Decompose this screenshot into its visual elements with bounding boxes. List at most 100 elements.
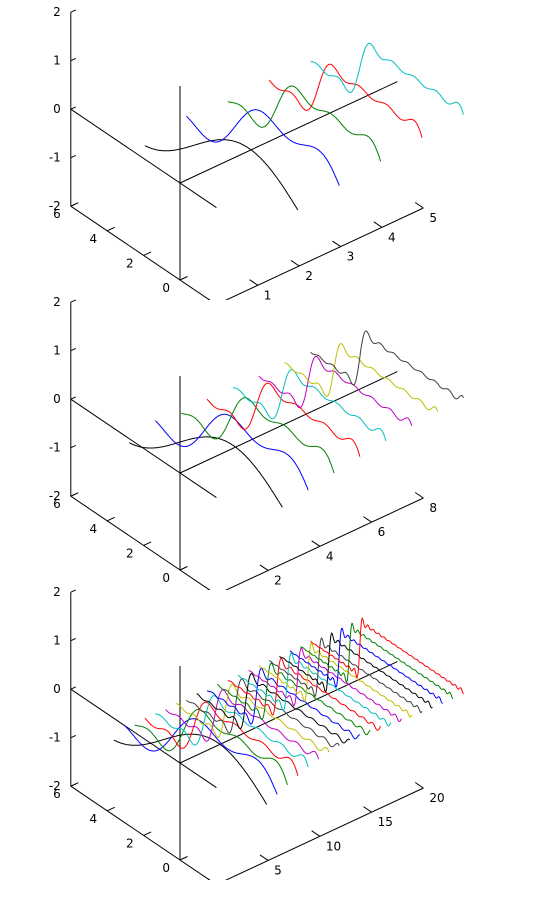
series-line: [310, 617, 464, 695]
z-tick-label: 0: [53, 682, 61, 696]
z-tick-mark: [70, 686, 77, 690]
z-tick-label: -2: [49, 199, 61, 213]
z-tick-mark: [70, 637, 77, 642]
z-tick-label: 0: [53, 102, 61, 116]
y-tick-label: 2: [126, 546, 134, 560]
x-tick-label: 5: [429, 211, 437, 225]
y-tick-label: 6: [53, 497, 61, 511]
y-tick-label: 6: [53, 207, 61, 221]
x-tick-mark: [363, 516, 372, 523]
y-tick-mark: [179, 276, 188, 281]
series-line: [217, 662, 371, 736]
x-axis-line: [225, 787, 424, 880]
series-line: [155, 695, 309, 768]
z-tick-mark: [70, 493, 77, 497]
zero-x-line: [179, 661, 398, 764]
series-line: [129, 436, 283, 508]
y-axis-line: [70, 785, 211, 880]
y-tick-label: 6: [53, 787, 61, 801]
series-line: [268, 63, 423, 138]
y-tick-label: 2: [126, 836, 134, 850]
y-tick-mark: [143, 541, 152, 546]
series-line: [144, 139, 299, 211]
x-tick-label: 6: [378, 525, 386, 539]
x-tick-mark: [414, 202, 424, 209]
x-tick-mark: [249, 279, 259, 286]
x-tick-label: 8: [429, 501, 437, 515]
series-line: [144, 701, 299, 776]
z-tick-mark: [70, 154, 77, 159]
x-tick-label: 3: [347, 250, 355, 264]
y-tick-mark: [106, 516, 115, 522]
z-tick-mark: [70, 203, 77, 207]
y-tick-label: 0: [162, 281, 170, 295]
x-tick-mark: [332, 240, 341, 248]
series-line: [227, 85, 382, 162]
z-tick-mark: [70, 299, 77, 303]
z-tick-label: 2: [53, 295, 61, 309]
series-line: [165, 689, 319, 760]
y-tick-mark: [106, 226, 115, 232]
y-tick-label: 2: [126, 256, 134, 270]
zero-x-line: [179, 371, 398, 474]
x-tick-mark: [414, 492, 424, 499]
series-line: [289, 627, 443, 704]
z-tick-label: 2: [53, 5, 61, 19]
series-line: [134, 708, 288, 786]
y-axis-line: [70, 205, 211, 300]
y-tick-label: 0: [162, 571, 170, 585]
z-tick-mark: [70, 396, 77, 400]
zero-y-line: [70, 688, 217, 789]
series-line: [284, 343, 439, 412]
z-tick-label: 1: [53, 634, 61, 648]
x-tick-mark: [414, 782, 424, 789]
y-tick-label: 4: [90, 232, 98, 246]
zero-y-line: [70, 108, 217, 209]
x-tick-label: 4: [388, 230, 396, 244]
x-tick-mark: [207, 878, 211, 880]
y-tick-mark: [143, 831, 152, 836]
series-line: [299, 622, 454, 700]
zero-x-line: [179, 81, 398, 184]
y-tick-label: 0: [162, 861, 170, 875]
x-tick-mark: [311, 830, 321, 837]
x-tick-label: 5: [274, 863, 282, 877]
z-tick-mark: [70, 589, 77, 593]
x-axis-line: [225, 207, 424, 300]
series-line: [186, 678, 340, 748]
z-tick-label: -1: [49, 151, 61, 165]
series-line: [310, 42, 464, 115]
z-tick-label: 0: [53, 392, 61, 406]
series-line: [206, 382, 361, 457]
z-tick-mark: [70, 444, 77, 449]
x-tick-mark: [290, 259, 300, 267]
x-tick-mark: [373, 221, 383, 228]
series-line: [269, 637, 423, 714]
y-tick-mark: [179, 566, 188, 571]
zero-y-line: [70, 398, 217, 499]
series-line: [123, 718, 278, 795]
z-tick-mark: [70, 57, 77, 62]
y-tick-mark: [106, 806, 115, 812]
series-line: [186, 109, 340, 186]
x-tick-label: 4: [326, 549, 334, 563]
z-tick-mark: [70, 734, 77, 739]
x-tick-label: 2: [274, 573, 282, 587]
z-tick-mark: [70, 347, 77, 352]
x-tick-mark: [259, 854, 269, 861]
series-line: [113, 733, 268, 805]
x-tick-label: 10: [326, 839, 341, 853]
z-tick-label: 1: [53, 344, 61, 358]
z-tick-label: 2: [53, 585, 61, 599]
series-line: [181, 397, 335, 474]
z-tick-mark: [70, 783, 77, 787]
y-tick-label: 4: [90, 522, 98, 536]
series-line: [227, 657, 382, 731]
x-tick-mark: [259, 564, 269, 571]
series-line: [196, 673, 350, 744]
